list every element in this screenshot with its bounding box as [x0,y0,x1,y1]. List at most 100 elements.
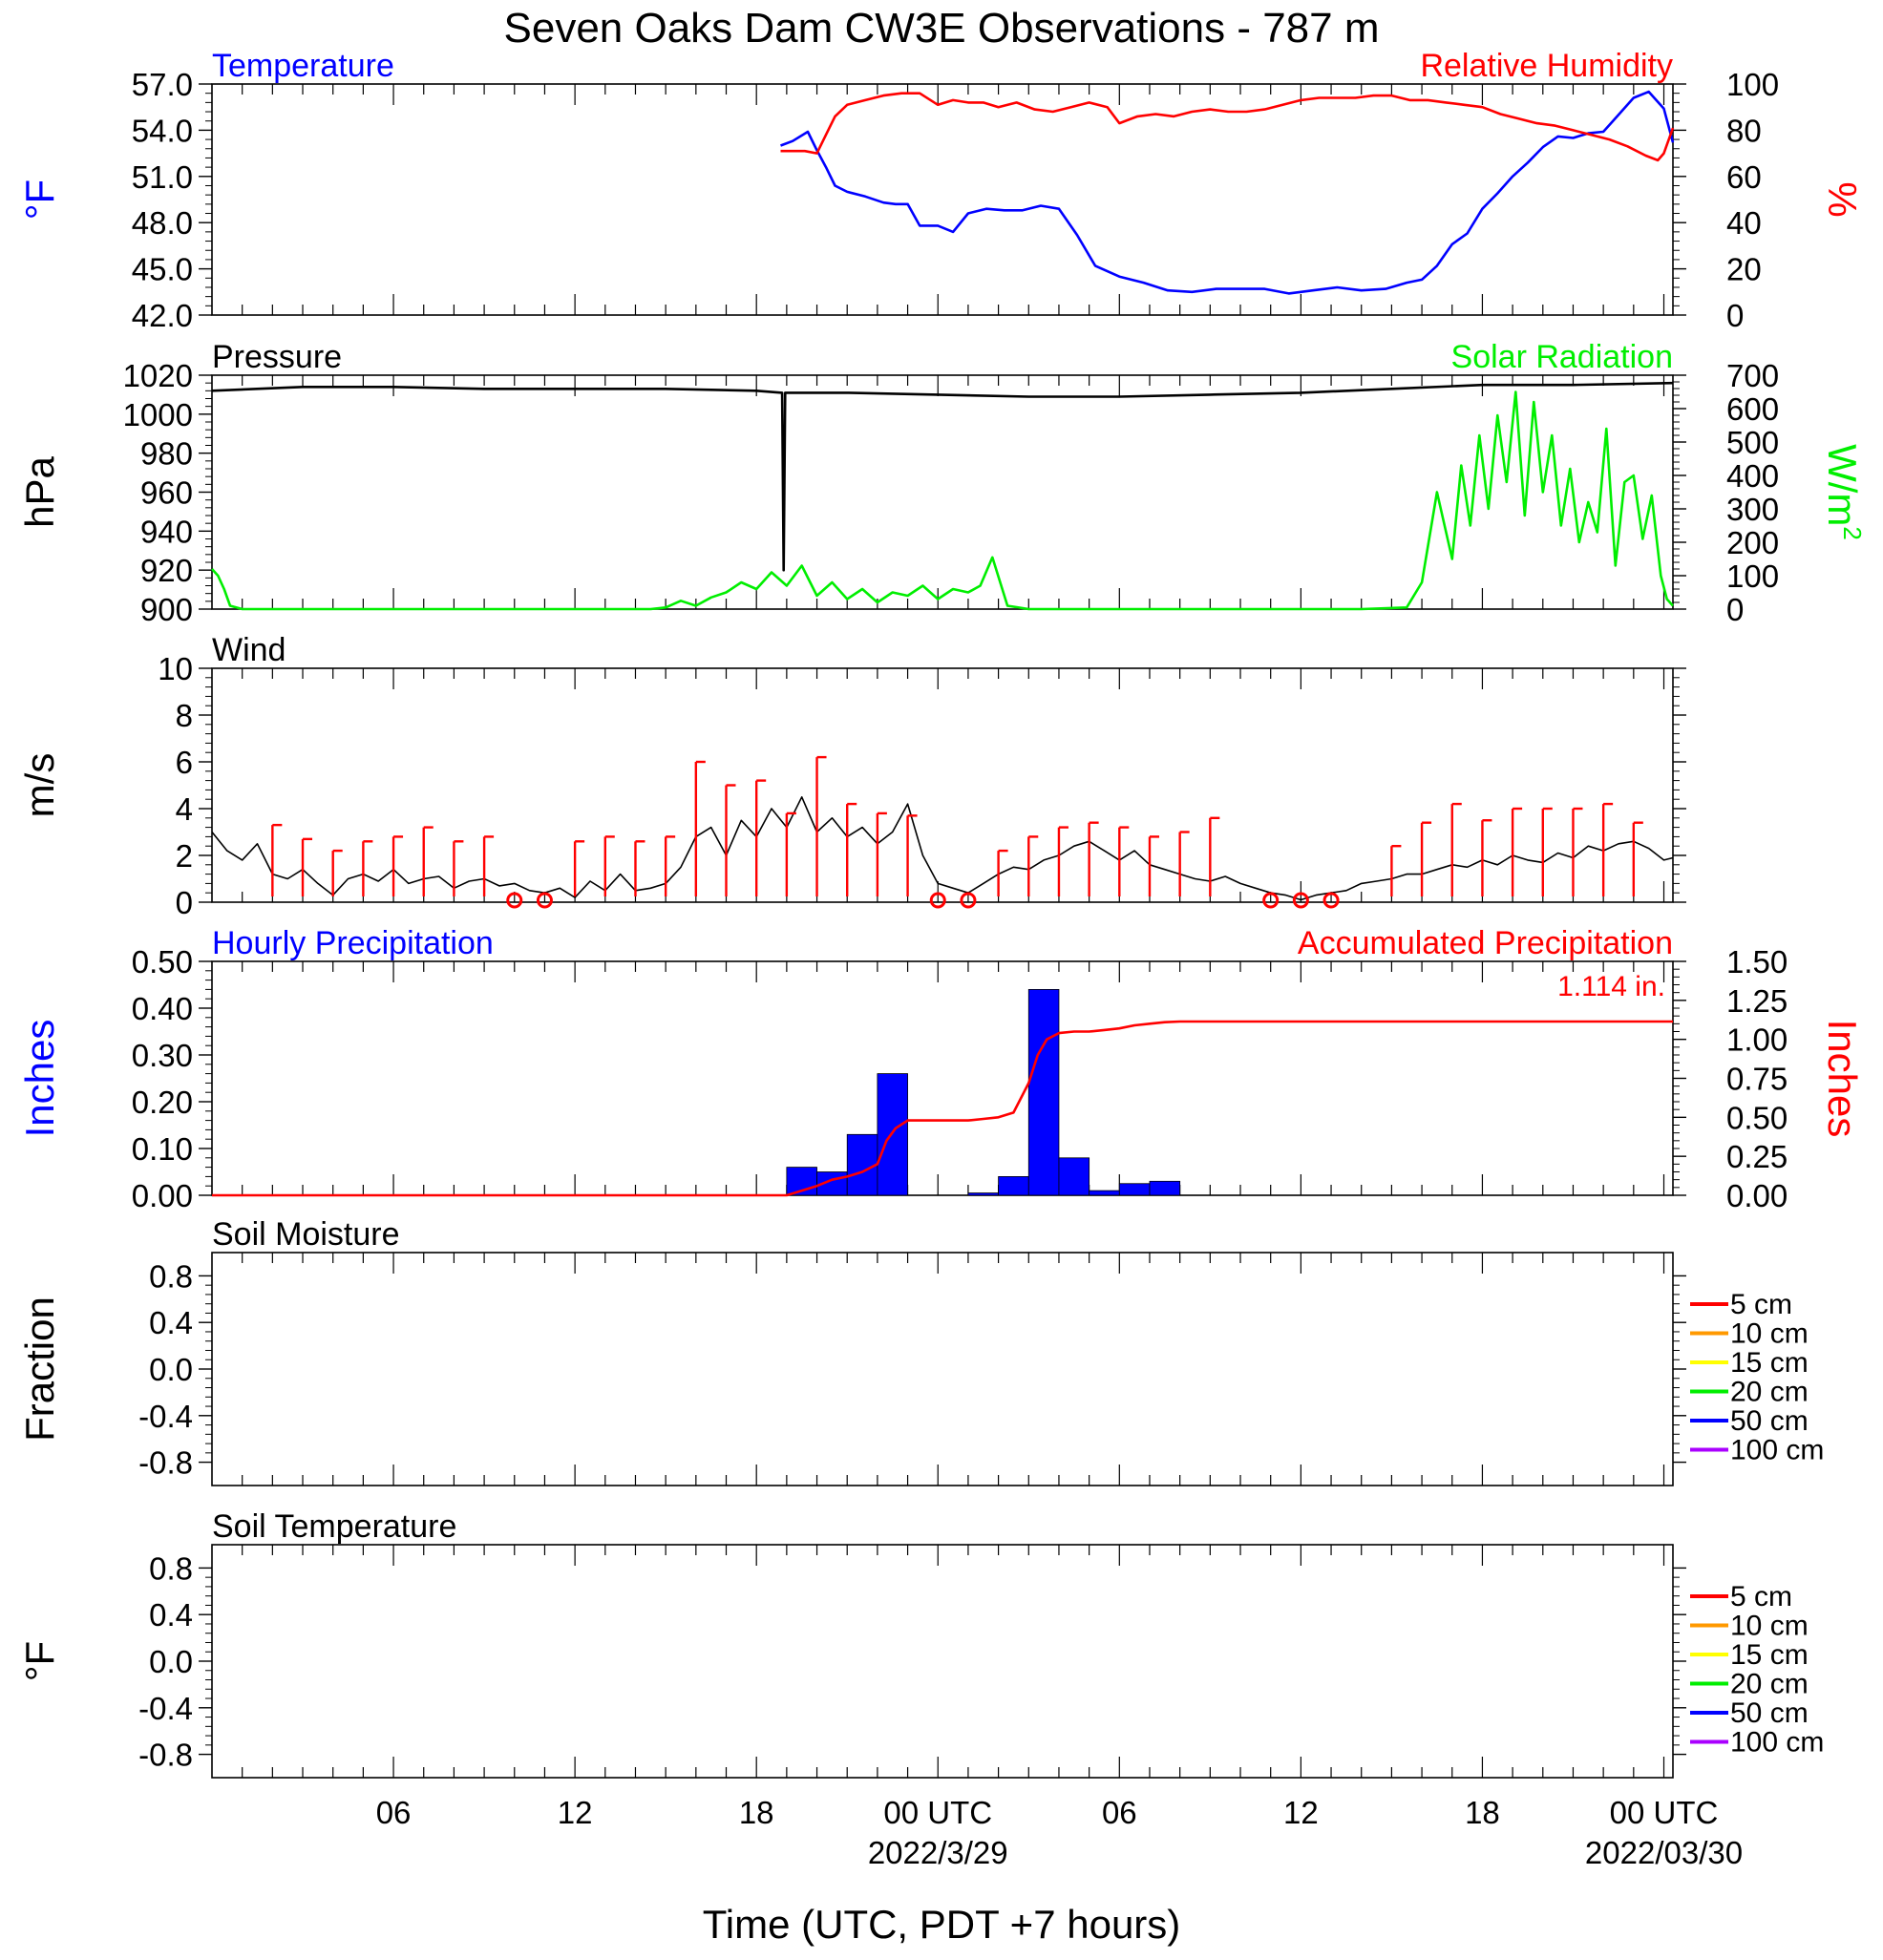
y-tick-label-right: 1.25 [1726,983,1788,1019]
calm-wind-marker [1262,892,1280,909]
legend-label: 100 cm [1730,1727,1824,1759]
y-axis-label-right: W/m2 [1820,444,1867,540]
y-tick-label-left: 0.40 [132,991,193,1026]
panel-title-right: Accumulated Precipitation [1298,925,1673,961]
x-tick-label: 12 [558,1795,593,1830]
legend-label: 50 cm [1730,1697,1809,1729]
y-tick-label-right: 200 [1726,525,1779,560]
y-tick-label-right: 100 [1726,558,1779,594]
y-tick-label-right: 100 [1726,67,1779,102]
precip-bar [998,1176,1029,1196]
panel-title-left: Soil Moisture [212,1216,400,1253]
plot-frame [211,667,1674,903]
y-tick-label-left: 0 [176,885,193,920]
legend-label: 15 cm [1730,1347,1809,1379]
y-tick-label-left: 920 [140,553,193,588]
y-tick-label-left: 0.10 [132,1131,193,1167]
panels: 57.054.051.048.045.042.0100806040200Temp… [17,48,1867,1779]
y-tick-label-right: 1.00 [1726,1022,1788,1058]
plot-frame [211,1544,1674,1779]
x-tick-label: 18 [1465,1795,1500,1830]
x-tick-date-label: 2022/03/30 [1585,1835,1743,1870]
y-tick-label-left: 51.0 [132,159,193,195]
precip-bar [846,1133,878,1196]
y-tick-label-left: 6 [176,745,193,780]
legend-label: 10 cm [1730,1318,1809,1350]
y-tick-label-left: 0.4 [149,1305,193,1340]
precip-bar [1058,1157,1090,1196]
y-tick-label-left: 57.0 [132,67,193,102]
x-tick-label: 18 [739,1795,774,1830]
legend-label: 50 cm [1730,1405,1809,1437]
plot-frame [211,374,1674,610]
legend-label: 5 cm [1730,1289,1792,1320]
series-line-accumulated-precipitation [212,1020,1673,1197]
y-tick-label-right: 700 [1726,358,1779,393]
series-line-relative-humidity [780,92,1675,162]
y-tick-label-right: 80 [1726,113,1762,148]
y-tick-label-left: 0.20 [132,1085,193,1120]
calm-wind-marker [1292,892,1309,909]
y-tick-label-left: 48.0 [132,205,193,241]
panel-title-left: Temperature [212,48,394,84]
y-tick-label-left: -0.8 [138,1738,193,1773]
y-tick-label-left: 10 [158,651,193,686]
y-tick-label-left: 0.50 [132,944,193,980]
panel-temp_rh: 57.0 54.0 51.0 48.0 45.0 42.0 100 80 60 40 20 0 Temp… [17,48,1865,333]
panel-title-left: Wind [212,632,286,668]
x-axis: 06 12 18 00 UTC 2022/3/29 06 12 18 00 UTC 2022/03… [376,1795,1743,1870]
series-line-pressure [211,381,1674,572]
plot-frame [211,960,1674,1196]
y-tick-label-right: 0.75 [1726,1062,1788,1097]
y-tick-label-left: 900 [140,592,193,627]
y-tick-label-left: 0.8 [149,1550,193,1586]
y-tick-label-left: 960 [140,475,193,511]
panel-precip: 0.50 0.40 0.30 0.20 0.10 0.00 1.501.251.00 0.75… [17,925,1865,1213]
x-tick-label: 12 [1283,1795,1319,1830]
y-tick-label-left: 0.00 [132,1178,193,1213]
y-tick-label-left: 2 [176,838,193,874]
legend-label: 5 cm [1730,1581,1792,1612]
x-tick-label: 00 UTC [883,1795,992,1830]
y-axis-label-right: % [1820,181,1865,217]
panel-pressure_solar: 1020100098096094092090070060050040030020… [17,339,1867,627]
panel-title-left: Hourly Precipitation [212,925,494,961]
precip-bar [1149,1180,1181,1196]
plot-frame [211,1252,1674,1486]
y-tick-label-left: 1000 [123,397,193,432]
legend-label: 15 cm [1730,1639,1809,1671]
y-tick-label-right: 400 [1726,458,1779,494]
y-tick-label-left: 940 [140,514,193,549]
y-tick-label-right: 300 [1726,492,1779,527]
y-tick-label-left: 1020 [123,358,193,393]
x-axis-label: Time (UTC, PDT +7 hours) [703,1902,1181,1947]
y-axis-label-superscript: 2 [1838,526,1867,539]
legend-label: 100 cm [1730,1435,1824,1466]
y-tick-label-right: 500 [1726,425,1779,460]
series-line-wind [211,795,1674,901]
y-tick-label-left: 42.0 [132,298,193,333]
calm-wind-marker [929,892,946,909]
y-tick-label-left: 8 [176,698,193,733]
panel-title-right: Solar Radiation [1451,339,1673,375]
y-axis-label-right: Inches [1820,1020,1865,1138]
y-tick-label-left: 54.0 [132,113,193,148]
panel-title-left: Pressure [212,339,342,375]
y-tick-label-left: -0.4 [138,1691,193,1726]
y-axis-label-left: °F [17,1641,62,1681]
y-axis-label-left: m/s [17,753,62,818]
y-tick-label-right: 0.50 [1726,1100,1788,1135]
y-tick-label-right: 0 [1726,592,1744,627]
accumulated-total-label: 1.114 in. [1557,971,1665,1002]
calm-wind-marker [506,892,523,909]
y-axis-label-left: Inches [17,1020,62,1138]
y-tick-label-left: 45.0 [132,252,193,287]
y-tick-label-right: 60 [1726,159,1762,195]
legend-label: 10 cm [1730,1611,1809,1642]
calm-wind-marker [536,892,553,909]
y-tick-label-left: -0.4 [138,1399,193,1434]
x-tick-label: 06 [1102,1795,1137,1830]
x-tick-date-label: 2022/3/29 [868,1835,1008,1870]
panel-wind: 10 8 6 4 2 0 Wind m/s [17,632,1686,920]
